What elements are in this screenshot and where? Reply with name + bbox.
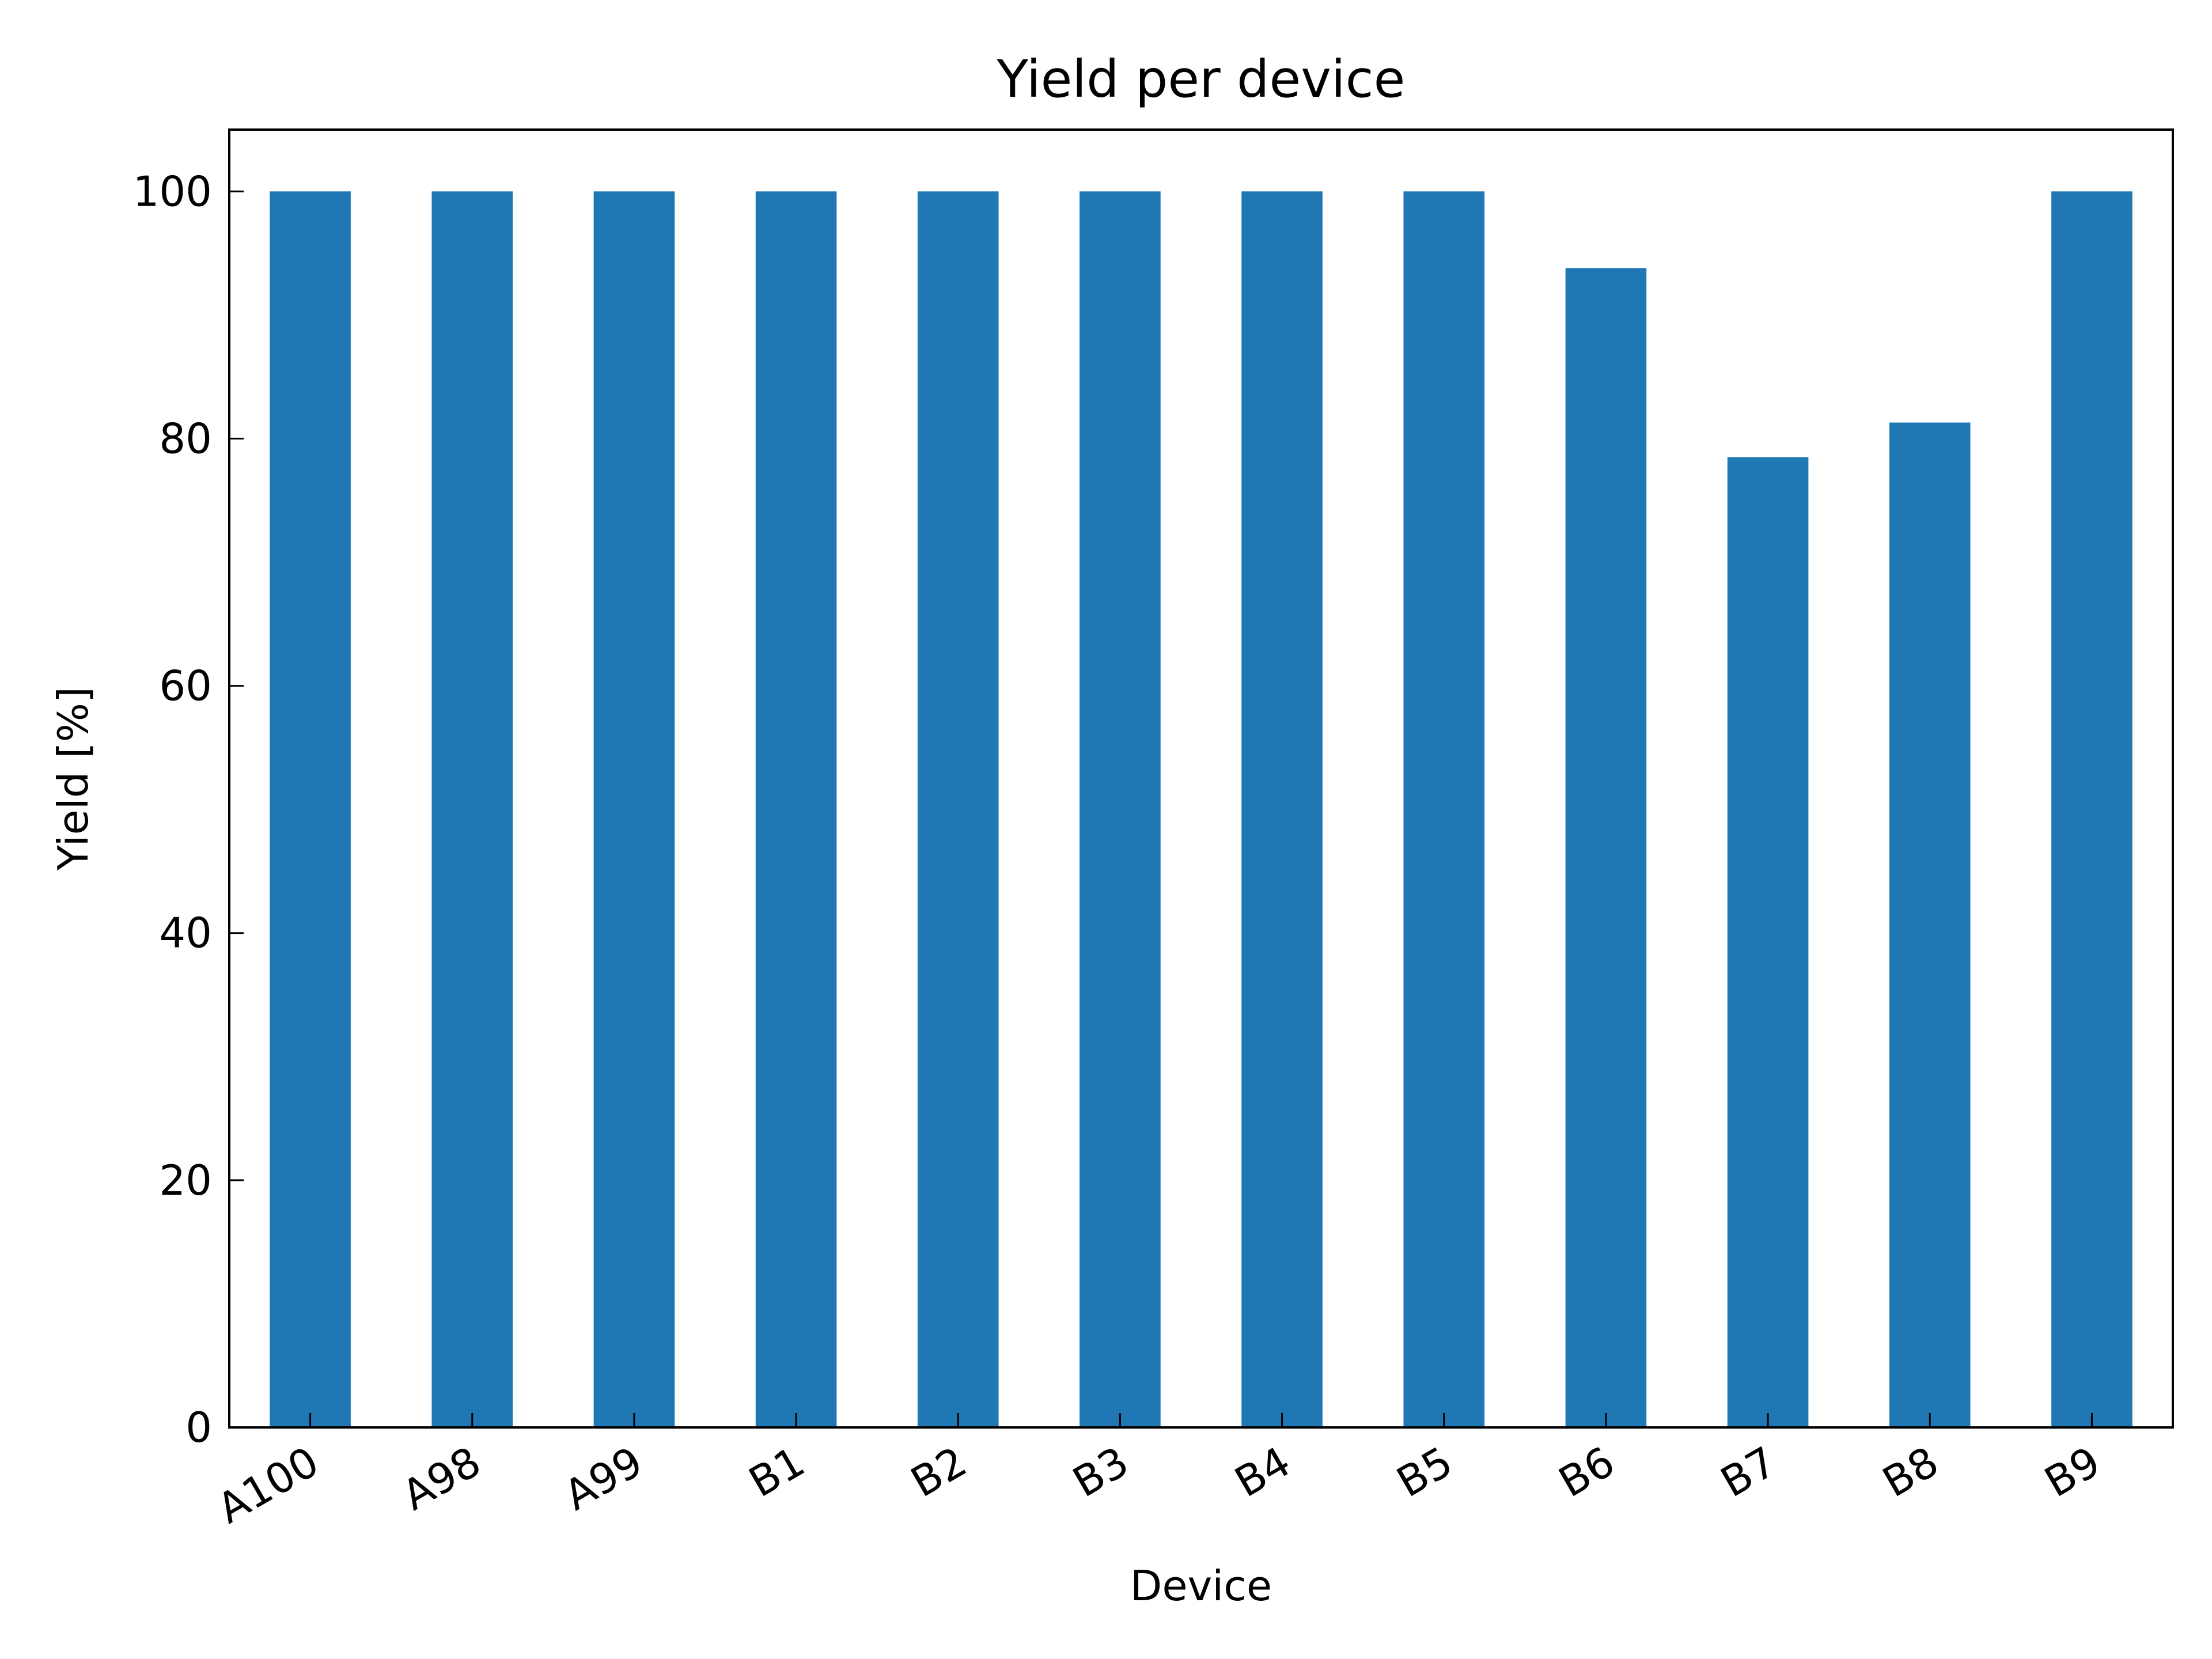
y-tick-label: 40 <box>159 909 212 957</box>
bar-b8 <box>1889 422 1971 1427</box>
y-tick-label: 60 <box>159 662 212 710</box>
x-axis-label: Device <box>1130 1562 1272 1610</box>
bar-b1 <box>755 191 837 1428</box>
bar-b6 <box>1565 268 1647 1427</box>
bars-group <box>270 191 2133 1428</box>
bar-a99 <box>593 191 675 1428</box>
y-axis-ticks: 0 20 40 60 80 100 <box>133 167 244 1452</box>
y-tick-label: 100 <box>133 167 212 215</box>
plot-frame <box>228 128 2174 1429</box>
y-tick-label: 20 <box>159 1156 212 1205</box>
bar-b5 <box>1403 191 1485 1428</box>
chart-title: Yield per device <box>997 49 1406 109</box>
y-tick-label: 0 <box>185 1403 212 1452</box>
bar-a98 <box>431 191 513 1428</box>
bar-b3 <box>1080 191 1161 1428</box>
y-axis-label: Yield [%] <box>49 687 97 871</box>
bar-b2 <box>917 191 999 1428</box>
bar-b9 <box>2051 191 2133 1428</box>
bar-a100 <box>270 191 351 1428</box>
bar-b4 <box>1241 191 1323 1428</box>
bar-b7 <box>1727 457 1809 1427</box>
y-tick-label: 80 <box>159 414 212 463</box>
